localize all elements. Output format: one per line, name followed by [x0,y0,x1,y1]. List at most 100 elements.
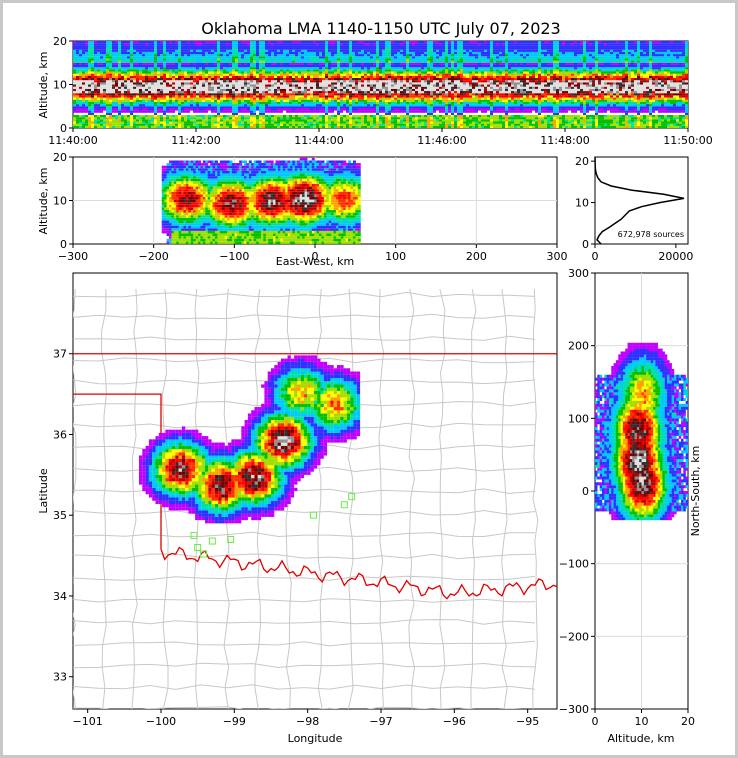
time-height-cell [88,123,91,126]
time-height-cell [181,101,184,105]
time-height-cell [208,80,211,83]
time-height-cell [355,80,358,83]
time-height-cell [163,112,166,115]
time-height-cell [160,54,163,57]
time-height-cell [157,73,160,76]
time-height-cell [298,75,301,78]
time-height-cell [214,80,217,83]
time-height-cell [199,99,202,102]
time-height-cell [136,75,139,78]
time-height-cell [409,91,412,94]
time-height-cell [154,58,157,61]
time-height-cell [394,95,397,98]
time-height-cell [205,119,208,122]
time-height-cell [373,71,376,74]
time-height-cell [139,51,142,55]
time-height-ylabel: Altitude, km [37,51,50,118]
time-height-cell [169,80,172,83]
time-height-cell [82,95,85,98]
time-height-cell [139,82,142,85]
time-height-cell [310,97,313,100]
time-height-cell [427,108,430,111]
time-height-cell [274,119,277,122]
time-height-cell [310,108,313,111]
time-height-cell [424,110,427,113]
time-height-cell [232,99,235,102]
time-height-cell [229,84,232,87]
time-height-cell [142,67,145,70]
time-height-cell [412,56,415,59]
time-height-cell [85,123,88,126]
time-height-cell [97,41,100,44]
time-height-cell [181,97,184,100]
time-height-cell [106,41,109,44]
time-height-cell [172,67,175,70]
time-height-cell [127,93,130,96]
time-height-cell [319,43,322,46]
time-height-cell [205,62,208,65]
time-height-cell [409,69,412,72]
time-height-cell [448,64,451,68]
time-height-cell [73,119,76,122]
time-height-cell [334,82,337,85]
time-height-cell [178,71,181,74]
time-height-cell [97,123,100,126]
time-height-cell [211,49,214,52]
time-height-cell [340,114,343,118]
time-height-cell [274,82,277,85]
time-height-cell [313,117,316,120]
time-height-cell [415,101,418,105]
time-height-cell [115,95,118,98]
time-height-cell [319,110,322,113]
time-height-cell [202,91,205,94]
time-height-cell [451,47,454,50]
time-height-cell [148,73,151,76]
time-height-cell [286,77,289,81]
time-height-cell [145,97,148,100]
time-height-cell [268,69,271,72]
time-height-cell [283,51,286,55]
time-height-cell [349,80,352,83]
time-height-cell [316,77,319,81]
time-height-cell [391,69,394,72]
time-height-cell [73,97,76,100]
time-height-cell [115,99,118,102]
time-height-cell [349,121,352,124]
time-height-cell [187,95,190,98]
time-height-cell [274,54,277,57]
time-height-cell [124,43,127,46]
time-height-cell [229,54,232,57]
time-height-cell [139,49,142,52]
time-height-cell [409,119,412,122]
time-height-cell [169,99,172,102]
time-height-cell [337,82,340,85]
time-height-cell [349,91,352,94]
time-height-cell [259,60,262,63]
time-height-cell [223,104,226,107]
time-height-cell [364,43,367,46]
time-height-cell [355,93,358,96]
time-height-cell [175,86,178,89]
time-height-cell [136,93,139,96]
time-height-cell [115,49,118,52]
time-height-cell [139,77,142,81]
time-height-cell [142,119,145,122]
time-height-cell [166,125,169,128]
time-height-cell [112,43,115,46]
time-height-cell [121,64,124,68]
time-height-cell [298,99,301,102]
time-height-cell [184,110,187,113]
time-height-cell [382,43,385,46]
time-height-cell [334,106,337,109]
time-height-cell [88,117,91,120]
time-height-cell [301,117,304,120]
time-height-cell [283,104,286,107]
time-height-cell [115,80,118,83]
time-height-cell [190,117,193,120]
time-height-cell [118,77,121,81]
time-height-cell [265,88,268,92]
time-height-cell [280,62,283,65]
time-height-cell [430,108,433,111]
time-height-cell [169,45,172,48]
time-height-cell [442,125,445,128]
